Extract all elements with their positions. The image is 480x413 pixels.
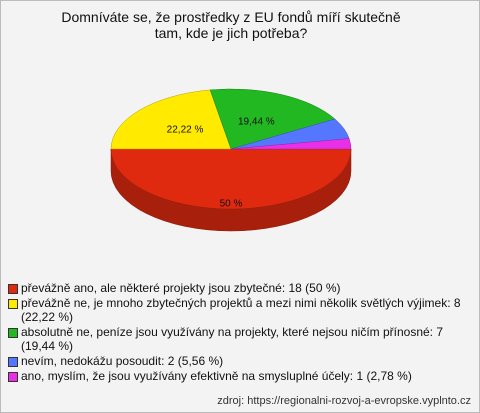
value-label: 22,22 % xyxy=(167,124,204,135)
legend-label: nevím, nedokážu posoudit: 2 (5,56 %) xyxy=(21,354,224,368)
pie-slice xyxy=(230,138,352,150)
legend-label: převážně ne, je mnoho zbytečných projekt… xyxy=(21,296,461,324)
value-label: 19,44 % xyxy=(238,116,275,127)
legend-swatch xyxy=(8,284,18,294)
legend-label: převážně ano, ale některé projekty jsou … xyxy=(21,281,341,295)
legend-item: absolutně ne, peníze jsou využívány na p… xyxy=(8,325,474,353)
pie-slice xyxy=(110,148,352,210)
legend-item: nevím, nedokážu posoudit: 2 (5,56 %) xyxy=(8,354,474,368)
legend-label: ano, myslím, že jsou využívány efektivně… xyxy=(21,369,412,383)
legend-item: převážně ano, ale některé projekty jsou … xyxy=(8,281,474,295)
source: zdroj: https://regionalni-rozvoj-a-evrop… xyxy=(217,395,471,407)
legend-item: převážně ne, je mnoho zbytečných projekt… xyxy=(8,296,474,324)
value-label: 50 % xyxy=(220,199,243,210)
legend-swatch xyxy=(8,299,18,309)
legend-label: absolutně ne, peníze jsou využívány na p… xyxy=(21,325,444,353)
legend-item: ano, myslím, že jsou využívány efektivně… xyxy=(8,369,474,383)
pie-slice xyxy=(110,89,232,150)
legend-swatch xyxy=(8,357,18,367)
legend-swatch xyxy=(8,372,18,382)
pie: 50 % 22,22 % 19,44 % xyxy=(110,88,352,232)
legend-swatch xyxy=(8,328,18,338)
chart-title: Domníváte se, že prostředky z EU fondů m… xyxy=(61,9,401,41)
legend: převážně ano, ale některé projekty jsou … xyxy=(8,281,474,384)
pie-slice xyxy=(209,88,336,150)
